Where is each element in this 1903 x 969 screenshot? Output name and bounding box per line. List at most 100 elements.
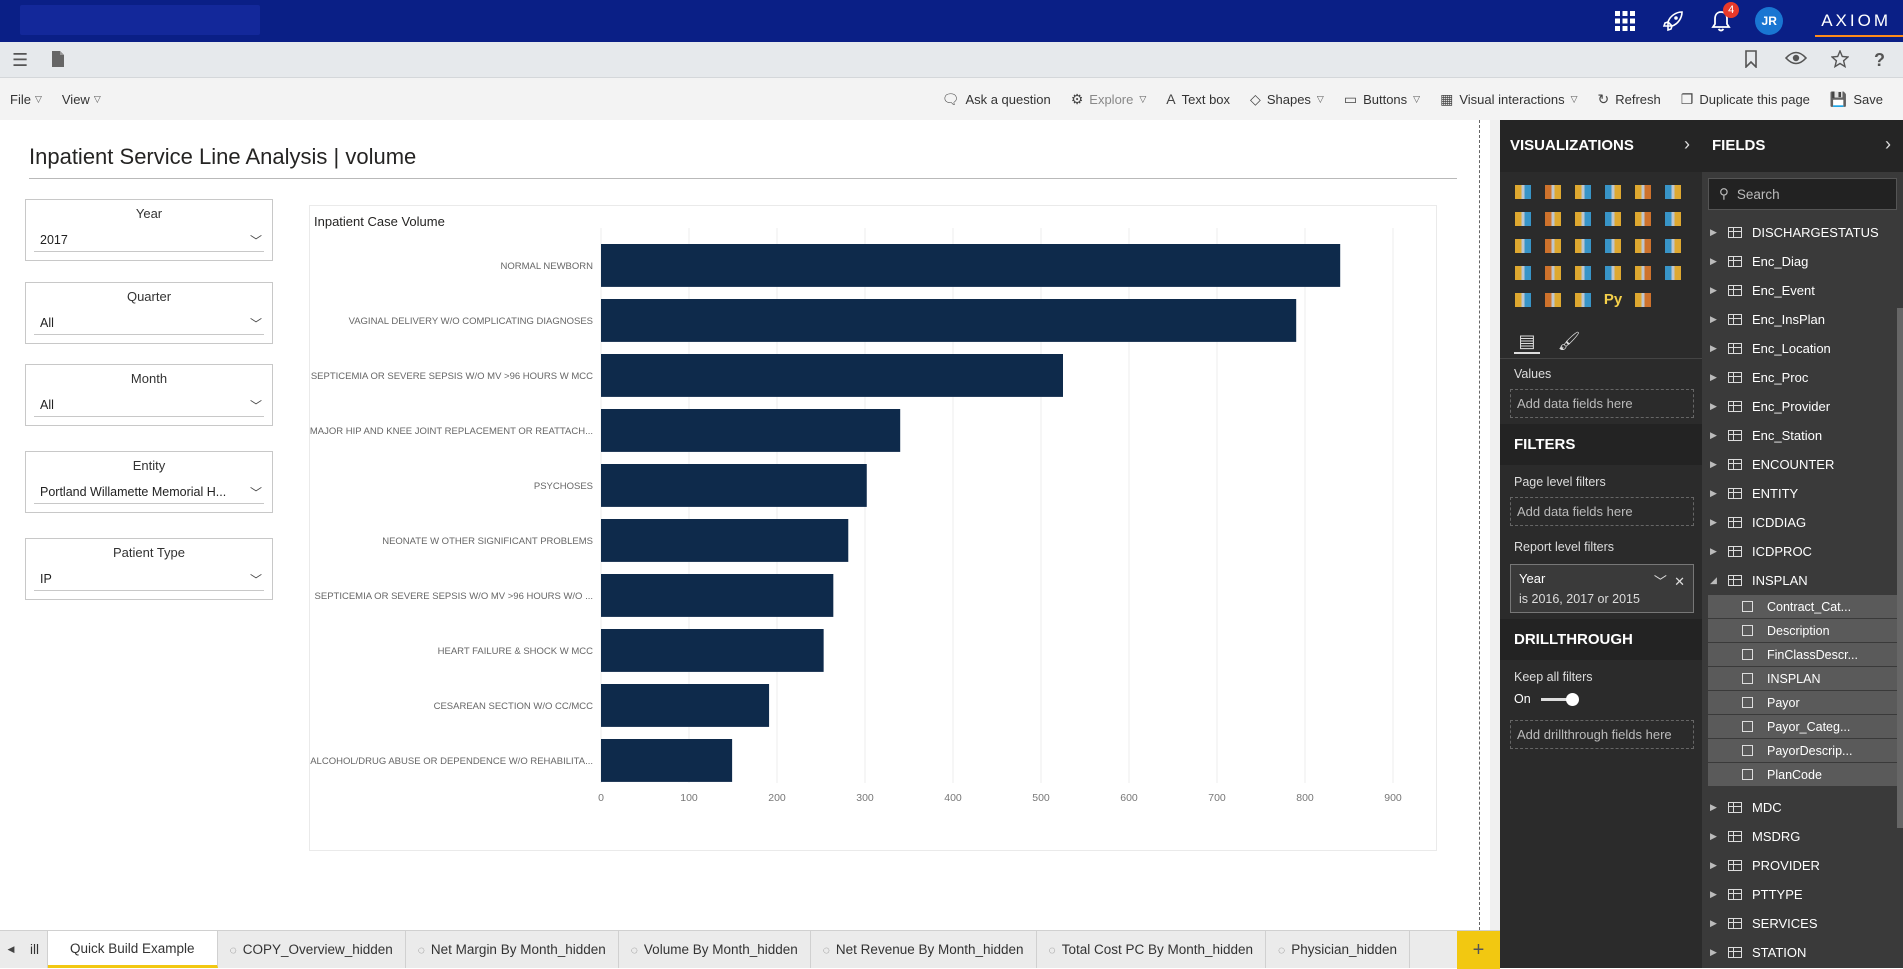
- 100-column-icon[interactable]: [1658, 178, 1688, 205]
- waterfall-icon[interactable]: [1508, 232, 1538, 259]
- field-checkbox[interactable]: [1742, 697, 1753, 708]
- page-tab-partial[interactable]: ill: [22, 931, 48, 968]
- funnel-icon[interactable]: [1538, 259, 1568, 286]
- bar[interactable]: [601, 354, 1063, 397]
- page-tab[interactable]: ◌ Total Cost PC By Month_hidden: [1037, 931, 1267, 968]
- collapsed-caret-icon[interactable]: ▶: [1710, 314, 1717, 324]
- collapsed-caret-icon[interactable]: ▶: [1710, 488, 1717, 498]
- collapsed-caret-icon[interactable]: ▶: [1710, 947, 1717, 957]
- bar[interactable]: [601, 684, 770, 727]
- stacked-bar-icon[interactable]: [1508, 178, 1538, 205]
- field-table-item[interactable]: ▶ Enc_Event: [1702, 276, 1903, 305]
- file-menu[interactable]: File ▽: [0, 92, 52, 107]
- more-visuals-icon[interactable]: [1628, 286, 1658, 313]
- field-checkbox[interactable]: [1742, 601, 1753, 612]
- field-table-item[interactable]: ▶ Enc_Diag: [1702, 247, 1903, 276]
- format-paint-roller-icon[interactable]: 🖌: [1557, 331, 1581, 351]
- year-slicer[interactable]: Year 2017 ﹀: [25, 199, 273, 261]
- field-checkbox[interactable]: [1742, 649, 1753, 660]
- fields-scrollbar[interactable]: [1897, 308, 1903, 828]
- collapsed-caret-icon[interactable]: ▶: [1710, 889, 1717, 899]
- chevron-down-icon[interactable]: ﹀: [1653, 574, 1667, 589]
- field-table-item[interactable]: ▶ ENTITY: [1702, 479, 1903, 508]
- collapsed-caret-icon[interactable]: ▶: [1710, 343, 1717, 353]
- page-tab[interactable]: ◌ Volume By Month_hidden: [619, 931, 811, 968]
- collapsed-caret-icon[interactable]: ▶: [1710, 517, 1717, 527]
- field-table-item[interactable]: ▶ PROVIDER: [1702, 851, 1903, 880]
- collapsed-caret-icon[interactable]: ▶: [1710, 227, 1717, 237]
- field-table-item[interactable]: ▶ Enc_InsPlan: [1702, 305, 1903, 334]
- notifications-bell-icon[interactable]: 4: [1697, 0, 1745, 42]
- toggle-track[interactable]: [1540, 692, 1579, 706]
- refresh-button[interactable]: ↻ Refresh: [1588, 91, 1671, 108]
- field-table-item[interactable]: ▶ ICDPROC: [1702, 537, 1903, 566]
- shapes-button[interactable]: ◇ Shapes ▽: [1240, 91, 1334, 108]
- field-table-item[interactable]: ▶ SERVICES: [1702, 909, 1903, 938]
- fields-search-input[interactable]: ⚲ Search: [1708, 178, 1897, 210]
- field-checkbox[interactable]: [1742, 769, 1753, 780]
- field-table-item[interactable]: ▶ MDC: [1702, 793, 1903, 822]
- month-slicer[interactable]: Month All ﹀: [25, 364, 273, 426]
- field-column-item[interactable]: Contract_Cat...: [1708, 595, 1897, 619]
- field-checkbox[interactable]: [1742, 625, 1753, 636]
- page-tab[interactable]: ◌ Net Margin By Month_hidden: [406, 931, 619, 968]
- table-icon[interactable]: [1538, 286, 1568, 313]
- field-column-item[interactable]: INSPLAN: [1708, 667, 1897, 691]
- kpi-icon[interactable]: [1658, 259, 1688, 286]
- quarter-slicer[interactable]: Quarter All ﹀: [25, 282, 273, 344]
- bar[interactable]: [601, 464, 867, 507]
- drillthrough-drop-well[interactable]: Add drillthrough fields here: [1510, 720, 1694, 749]
- explore-button[interactable]: ⚙ Explore ▽: [1061, 91, 1157, 108]
- line-chart-icon[interactable]: [1508, 205, 1538, 232]
- text-box-button[interactable]: A Text box: [1156, 91, 1240, 107]
- global-search-placeholder[interactable]: [20, 5, 260, 35]
- add-page-button[interactable]: +: [1457, 931, 1500, 969]
- collapsed-caret-icon[interactable]: ▶: [1710, 831, 1717, 841]
- expanded-caret-icon[interactable]: ◢: [1710, 575, 1717, 585]
- values-drop-well[interactable]: Add data fields here: [1510, 389, 1694, 418]
- field-table-item[interactable]: ▶ Enc_Provider: [1702, 392, 1903, 421]
- page-tab[interactable]: ◌ Net Revenue By Month_hidden: [811, 931, 1037, 968]
- slicer-dropdown[interactable]: All ﹀: [34, 316, 264, 335]
- field-table-item[interactable]: ▶ Enc_Station: [1702, 421, 1903, 450]
- fields-tab-icon[interactable]: ▤: [1514, 331, 1540, 354]
- stacked-column-icon[interactable]: [1538, 178, 1568, 205]
- field-checkbox[interactable]: [1742, 673, 1753, 684]
- collapsed-caret-icon[interactable]: ▶: [1710, 401, 1717, 411]
- field-table-item[interactable]: ▶ STATION: [1702, 938, 1903, 967]
- clustered-bar-icon[interactable]: [1568, 178, 1598, 205]
- area-chart-icon[interactable]: [1538, 205, 1568, 232]
- field-checkbox[interactable]: [1742, 721, 1753, 732]
- field-table-item[interactable]: ▶ Enc_Proc: [1702, 363, 1903, 392]
- field-table-item[interactable]: ▶ PTTYPE: [1702, 880, 1903, 909]
- close-icon[interactable]: ✕: [1674, 574, 1685, 589]
- collapsed-caret-icon[interactable]: ▶: [1710, 285, 1717, 295]
- treemap-icon[interactable]: [1628, 232, 1658, 259]
- donut-chart-icon[interactable]: [1598, 232, 1628, 259]
- view-menu[interactable]: View ▽: [52, 92, 111, 107]
- bar[interactable]: [601, 244, 1341, 287]
- page-filters-drop-well[interactable]: Add data fields here: [1510, 497, 1694, 526]
- slicer-icon[interactable]: [1508, 286, 1538, 313]
- python-visual-icon[interactable]: Py: [1598, 286, 1628, 313]
- stacked-area-icon[interactable]: [1568, 205, 1598, 232]
- canvas-scrollbar[interactable]: [1490, 120, 1500, 930]
- collapsed-caret-icon[interactable]: ▶: [1710, 546, 1717, 556]
- slicer-dropdown[interactable]: 2017 ﹀: [34, 233, 264, 252]
- bar[interactable]: [601, 299, 1297, 342]
- clustered-column-icon[interactable]: [1598, 178, 1628, 205]
- collapsed-caret-icon[interactable]: ▶: [1710, 430, 1717, 440]
- field-checkbox[interactable]: [1742, 745, 1753, 756]
- tab-scroll-left-icon[interactable]: ◀: [7, 944, 15, 954]
- chevron-right-icon[interactable]: ›: [1684, 134, 1690, 154]
- field-table-item[interactable]: ▶ Enc_Location: [1702, 334, 1903, 363]
- year-filter-card[interactable]: Year is 2016, 2017 or 2015 ﹀ ✕: [1510, 564, 1694, 613]
- page-tab[interactable]: ◌ Physician_hidden: [1266, 931, 1411, 968]
- slicer-dropdown[interactable]: All ﹀: [34, 398, 264, 417]
- scatter-icon[interactable]: [1538, 232, 1568, 259]
- card-icon[interactable]: [1598, 259, 1628, 286]
- multi-row-card-icon[interactable]: [1628, 259, 1658, 286]
- visual-interactions-button[interactable]: ▦ Visual interactions ▽: [1430, 91, 1587, 108]
- field-column-item[interactable]: PlanCode: [1708, 763, 1897, 787]
- page-tab[interactable]: ◌ COPY_Overview_hidden: [218, 931, 406, 968]
